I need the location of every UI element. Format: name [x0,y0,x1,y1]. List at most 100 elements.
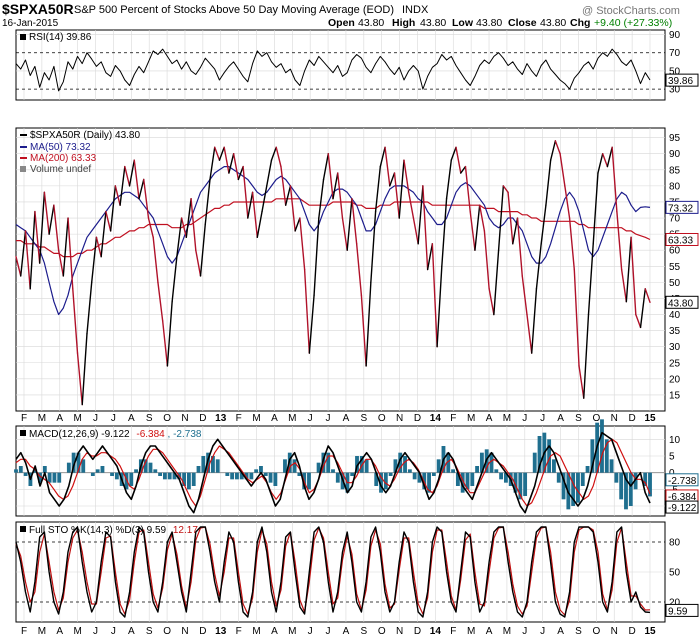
macd-hist-bar [552,459,556,473]
x-tick-label: J [522,626,527,637]
chg-value: +9.40 (+27.33%) [594,17,672,29]
price-segment [474,204,481,251]
x-tick-label: O [163,626,171,637]
macd-hist-bar [307,472,311,490]
price-segment [360,294,367,367]
price-segment [299,217,306,271]
price-segment [199,223,206,277]
y-tick-label: 5 [669,452,675,463]
sto-legend-main: Full STO %K(14,3) %D(3) 9.59 [29,525,167,536]
x-tick-label: A [557,626,564,637]
macd-hist-bar [230,472,235,480]
macd-legend-text: MACD(12,26,9) -9.122 -6.384 , -2.738 [29,429,202,440]
price-segment [379,146,386,168]
price-segment [502,185,509,194]
sto-k-line [15,526,651,618]
price-segment [332,172,339,200]
x-tick-label: M [503,413,511,424]
x-tick-label: A [128,413,135,424]
price-segment [29,210,36,290]
x-tick-label: M [252,626,260,637]
price-segment [124,165,131,187]
price-segment [275,146,282,168]
macd-hist-bar [571,472,576,506]
sto-legend-text: Full STO %K(14,3) %D(3) 9.59 12.17 [29,525,198,536]
macd-hist-bar [417,472,422,483]
price-segment [313,217,320,296]
ma200-last-badge-box [665,232,699,246]
price-segment [218,146,225,161]
macd-hist-bar [523,472,528,496]
x-tick-label: D [628,626,635,637]
x-tick-label: 14 [430,413,442,424]
x-tick-label: M [38,413,46,424]
price-segment [185,198,192,239]
price-segment [209,146,216,181]
x-tick-label: 15 [644,413,656,424]
x-tick-label: S [146,413,153,424]
price-segment [531,288,538,354]
price-segment [128,159,135,187]
price-segment [564,185,571,219]
x-tick-label: O [592,413,600,424]
x-tick-label: N [611,413,618,424]
price-segment [616,210,623,271]
price-segment [639,288,646,329]
y-tick-label: 60 [669,246,681,257]
y-tick-label: 55 [669,262,681,273]
y-tick-label: 90 [669,149,681,160]
price-segment [478,204,486,232]
macd-hist-bar [547,439,552,473]
price-segment [214,146,221,161]
y-tick-label: 50 [669,278,681,289]
x-tick-label: M [73,626,81,637]
macd-hist-bar [153,469,158,473]
y-tick-label: 70 [669,48,681,59]
sto-legend-d: 12.17 [173,525,198,536]
volume-legend-text: Volume undef [30,164,91,175]
macd-hist-bar [537,436,542,473]
macd-hist-bar [215,459,220,473]
macd-hist-bar [379,472,383,493]
ma200-legend-text: MA(200) 63.33 [30,153,97,164]
macd-hist-bar [628,472,633,506]
macd-hist-bar [124,472,129,490]
x-tick-label: S [575,626,582,637]
macd-hist-bar [254,469,259,473]
price-segment [583,313,590,399]
y-tick-label: 50 [669,568,681,579]
price-segment [195,249,202,277]
price-segment [408,191,415,219]
price-segment [109,185,117,232]
macd-hist-bar [576,472,580,503]
macd-hist-bar [316,462,321,473]
price-segment [422,185,429,271]
rsi-legend-swatch [20,34,26,40]
price-segment [488,288,495,316]
price-segment [341,217,348,251]
price-segment [147,217,154,239]
y-tick-label: 20 [669,374,681,385]
x-tick-label: O [163,413,171,424]
price-segment [620,268,628,303]
price-last-badge: 43.80 [668,298,693,309]
x-tick-label: A [486,626,493,637]
macd-hist-bar [66,462,71,473]
x-tick-label: A [128,626,135,637]
chart-description: S&P 500 Percent of Stocks Above 50 Day M… [74,4,394,16]
macd-hist-bar [206,452,211,473]
price-segment [455,146,462,174]
price-segment [441,198,448,267]
x-tick-label: S [575,413,582,424]
macd-legend-signal: -6.384 [136,429,165,440]
macd-hist-bar [235,472,239,480]
price-segment [370,210,377,284]
x-tick-label: M [467,413,475,424]
price-segment [251,191,258,239]
price-segment [119,165,126,206]
price-segment [611,146,618,213]
price-segment [143,178,150,219]
price-segment [426,243,434,271]
price-segment [161,320,169,367]
x-tick-label: J [308,626,313,637]
